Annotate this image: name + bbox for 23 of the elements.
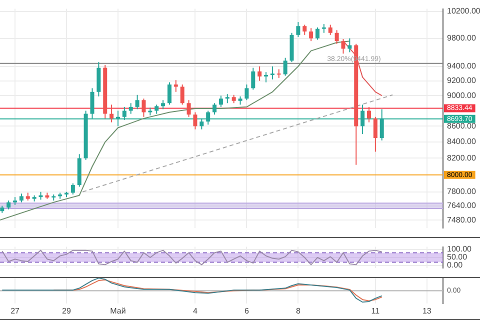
x-tick-label: Май <box>110 306 126 316</box>
y-tick-label: 0.00 <box>447 260 464 270</box>
y-tick-label: 9400.00 <box>447 62 476 71</box>
y-tick-label: 100.00 <box>447 244 472 254</box>
x-tick-label: 8 <box>296 306 301 316</box>
x-tick-label: 6 <box>244 306 250 316</box>
x-tick-label: 29 <box>62 306 72 316</box>
y-tick-label: 8200.00 <box>447 153 476 162</box>
x-tick-label: 13 <box>422 306 432 316</box>
x-tick-label: 11 <box>371 306 380 316</box>
x-tick-label: 4 <box>192 306 198 316</box>
y-tick-label: 8600.00 <box>447 121 476 130</box>
y-tick-label: 7480.00 <box>447 215 476 224</box>
x-tick-label: 27 <box>10 306 20 316</box>
y-tick-label: 9800.00 <box>447 34 476 43</box>
y-tick-label: 9000.00 <box>447 90 476 100</box>
y-tick-label: 7800.00 <box>447 187 476 196</box>
y-tick-label: 9200.00 <box>447 76 476 86</box>
y-tick-label: 10200.00 <box>447 6 480 16</box>
candlestick <box>276 69 281 78</box>
y-tick-label: 8400.00 <box>447 137 476 146</box>
y-tick-label: 7640.00 <box>447 201 476 210</box>
y-tick-label: 50.00 <box>447 252 468 262</box>
